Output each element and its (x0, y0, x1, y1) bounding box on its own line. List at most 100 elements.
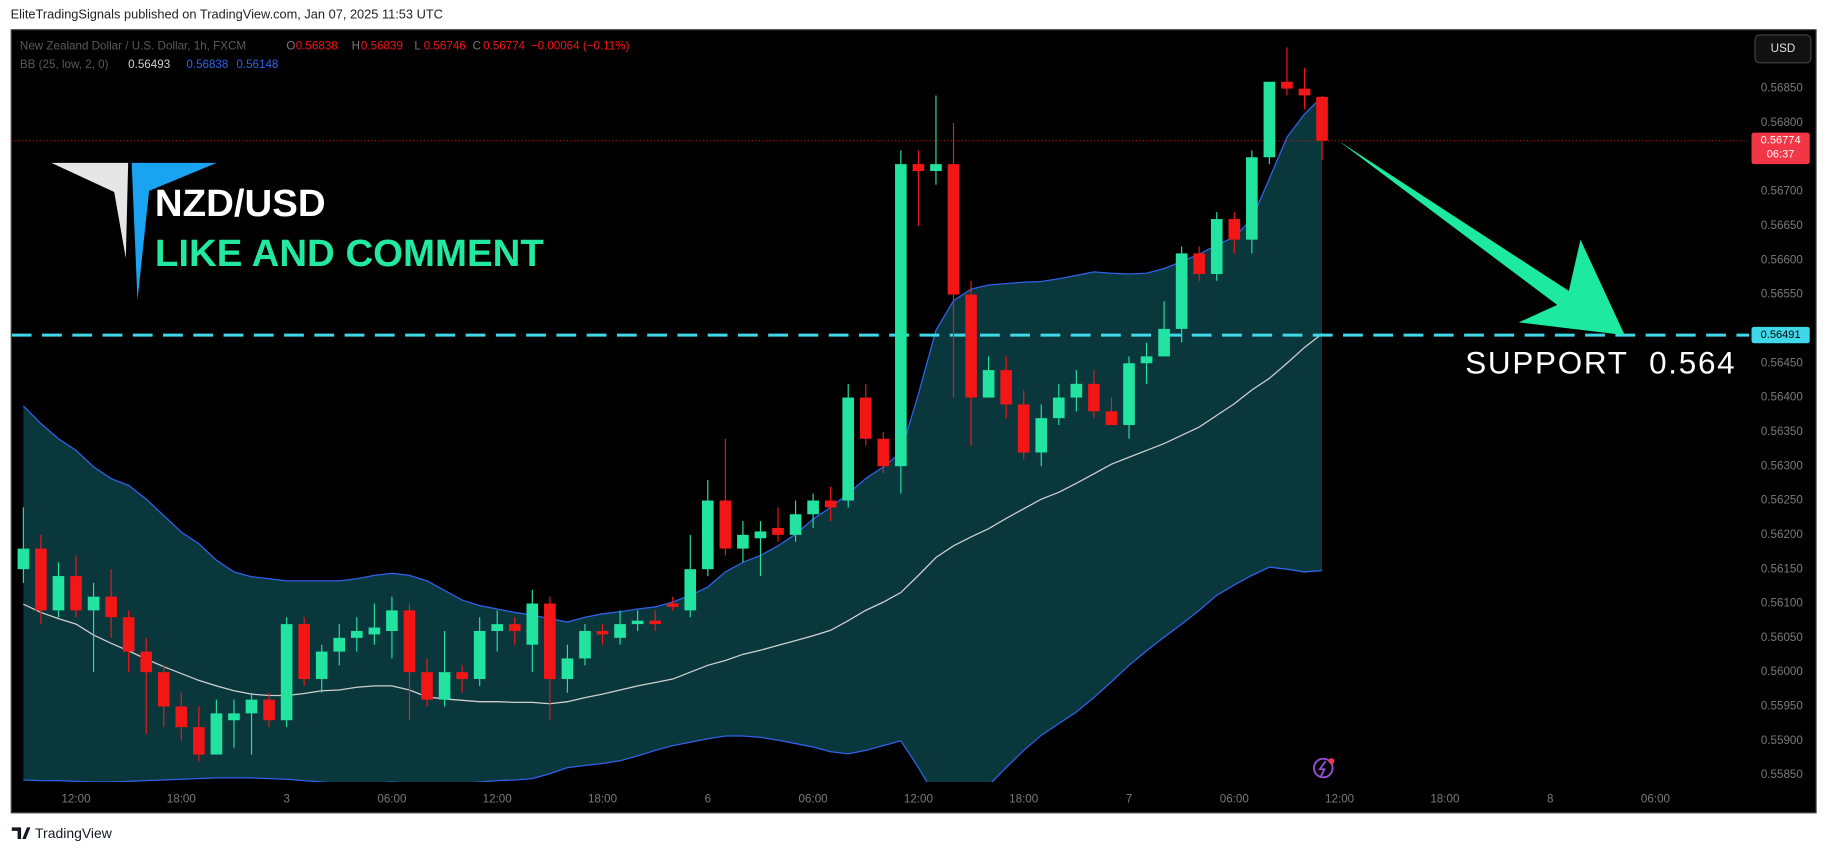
y-tick-label: 0.56300 (1761, 459, 1804, 472)
bb-basis (23, 333, 1323, 705)
candle-body (807, 500, 819, 515)
candle-body (87, 596, 100, 611)
candle-body (1140, 356, 1153, 364)
x-tick-label: 18:00 (167, 793, 197, 806)
candle-body (859, 397, 872, 439)
logo-blue (131, 162, 217, 301)
candle-body (1316, 96, 1328, 141)
candle-body (228, 713, 240, 721)
candle-body (1263, 81, 1276, 158)
x-tick-label: 18:00 (1009, 793, 1039, 806)
candle-body (895, 164, 907, 467)
y-tick-label: 0.56100 (1761, 597, 1804, 610)
indicator-value: 0.56148 (236, 58, 278, 71)
x-tick-label: 06:00 (1641, 793, 1671, 806)
y-tick-label: 0.55850 (1761, 768, 1804, 781)
candle-body (526, 603, 539, 645)
candle-body (1070, 383, 1083, 398)
ohlc-legend: 0.56838 (296, 40, 338, 53)
y-tick-label: 0.56250 (1761, 494, 1804, 507)
indicator-value: 0.56838 (186, 58, 228, 71)
candle-body (438, 672, 451, 700)
candle-body (754, 531, 767, 539)
candle-body (35, 548, 47, 611)
indicator-value: 0.56493 (128, 58, 170, 71)
candle-body (947, 164, 960, 295)
y-tick-label: 0.56350 (1761, 425, 1804, 438)
x-tick-label: 12:00 (1325, 793, 1355, 806)
candle-body (544, 603, 556, 680)
support-annotation: SUPPORT 0.564 (1465, 346, 1736, 381)
x-tick-label: 3 (283, 793, 289, 806)
candle-body (157, 672, 170, 707)
candle-body (456, 672, 468, 680)
symbol-title: New Zealand Dollar / U.S. Dollar, 1h, FX… (20, 40, 246, 53)
bb-lower (23, 566, 1323, 783)
y-tick-label: 0.56000 (1761, 665, 1804, 678)
x-tick-label: 18:00 (1430, 793, 1460, 806)
plot-area (11, 47, 1750, 783)
last-price-value: 0.56774 (1761, 135, 1801, 147)
candle-body (1052, 397, 1065, 419)
y-tick-label: 0.56150 (1761, 562, 1804, 575)
y-tick-label: 0.56200 (1761, 528, 1804, 541)
ohlc-legend: L (414, 40, 421, 53)
footer-brand: TradingView (35, 825, 113, 841)
x-tick-label: 06:00 (377, 793, 407, 806)
candle-body (1298, 88, 1311, 96)
candle-body (1105, 411, 1118, 426)
candle-body (1193, 253, 1206, 274)
candle-body (193, 727, 205, 755)
currency-button[interactable] (1754, 34, 1812, 64)
ohlc-legend: O (286, 40, 295, 53)
candle-body (508, 624, 521, 631)
x-tick-label: 12:00 (61, 793, 91, 806)
ohlc-legend: C (473, 40, 481, 53)
candle-body (350, 630, 363, 638)
down-arrow (1338, 140, 1625, 336)
candle-body (70, 576, 82, 611)
logo-white (51, 162, 129, 259)
y-tick-label: 0.56650 (1761, 219, 1804, 232)
candle-body (965, 294, 977, 398)
candle-body (877, 438, 890, 467)
candle-body (263, 699, 275, 721)
candle-body (596, 630, 609, 635)
alert-dot (1328, 758, 1335, 764)
candle-body (579, 630, 591, 659)
band-fill (23, 96, 1323, 783)
ohlc-legend: H (352, 40, 360, 53)
alert-icon-bolt (1318, 760, 1327, 777)
candle-body (403, 610, 416, 673)
candle-body (368, 627, 381, 635)
ohlc-legend: 0.56746 (424, 40, 466, 53)
y-tick-label: 0.56600 (1761, 253, 1804, 266)
candle-body (386, 610, 398, 631)
bar-countdown: 06:37 (1767, 149, 1795, 161)
candle-body (1158, 328, 1170, 357)
y-tick-label: 0.56850 (1761, 82, 1804, 95)
x-tick-label: 6 (705, 793, 711, 806)
pair-annotation: NZD/USD (155, 182, 326, 225)
x-tick-label: 7 (1126, 793, 1132, 806)
candle-body (561, 658, 574, 680)
candle-body (333, 637, 346, 652)
candle-body (315, 651, 328, 680)
y-tick-label: 0.56550 (1761, 288, 1804, 301)
candle-body (122, 617, 135, 652)
ohlc-legend: 0.56839 (361, 40, 403, 53)
candle-body (1228, 219, 1241, 240)
currency-label[interactable]: USD (1771, 42, 1796, 55)
candle-body (1123, 363, 1135, 426)
candle-body (280, 624, 293, 721)
candle-body (982, 370, 995, 398)
cta-annotation: LIKE AND COMMENT (155, 232, 544, 275)
y-tick-label: 0.55950 (1761, 700, 1804, 713)
ohlc-legend: −0.00064 (−0.11%) (531, 40, 630, 53)
support-price-value: 0.56491 (1761, 329, 1801, 341)
candle-body (473, 630, 486, 680)
candle-body (930, 164, 942, 171)
x-tick-label: 06:00 (799, 793, 829, 806)
